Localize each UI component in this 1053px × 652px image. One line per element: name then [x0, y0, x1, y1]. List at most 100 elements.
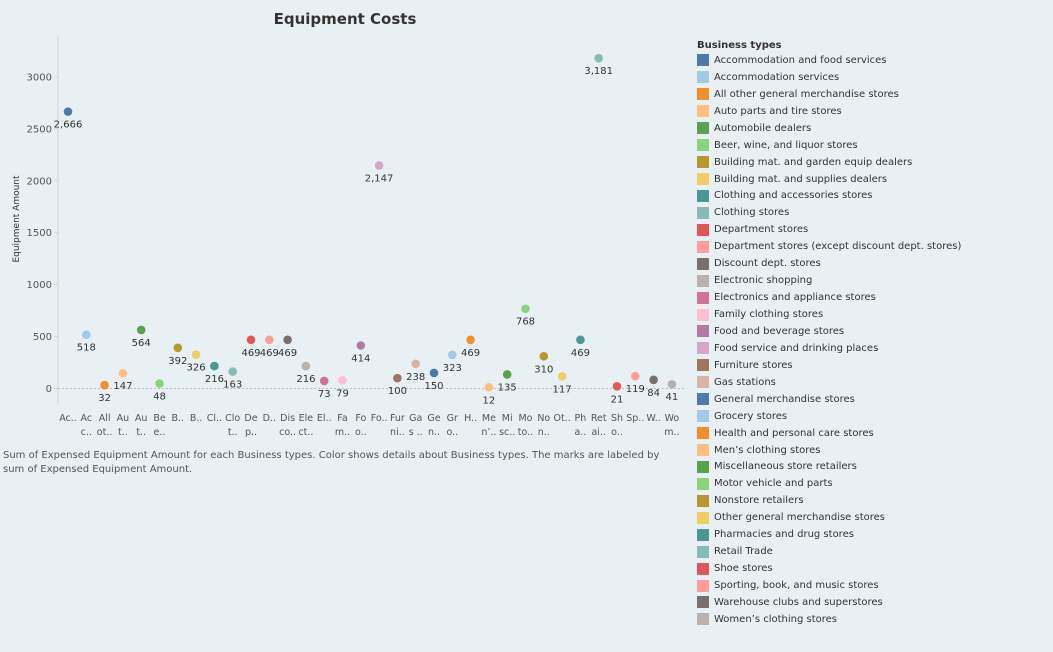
legend-item[interactable]: Building mat. and garden equip dealers — [697, 154, 1047, 171]
data-label: 79 — [336, 388, 349, 399]
data-point[interactable] — [228, 367, 237, 376]
data-point[interactable] — [265, 335, 274, 345]
chart-title: Equipment Costs — [274, 10, 417, 28]
data-point[interactable] — [155, 379, 164, 388]
data-point[interactable] — [649, 375, 658, 385]
x-tick-label: ot.. — [97, 427, 113, 438]
data-point[interactable] — [374, 161, 384, 170]
data-point[interactable] — [612, 382, 622, 391]
data-point[interactable] — [338, 375, 347, 385]
data-point[interactable] — [191, 350, 201, 359]
data-point[interactable] — [63, 107, 73, 116]
x-tick-label: n’.. — [481, 427, 496, 438]
legend-item[interactable]: Building mat. and supplies dealers — [697, 171, 1047, 188]
data-point[interactable] — [356, 341, 366, 350]
data-point[interactable] — [210, 361, 219, 371]
data-point[interactable] — [136, 325, 146, 335]
data-point[interactable] — [521, 304, 530, 314]
data-point[interactable] — [448, 350, 457, 360]
data-point[interactable] — [576, 335, 585, 345]
legend-label: Health and personal care stores — [714, 427, 874, 439]
legend-item[interactable]: Nonstore retailers — [697, 492, 1047, 509]
data-point[interactable] — [301, 361, 311, 371]
legend-item[interactable]: Automobile dealers — [697, 120, 1047, 137]
legend-swatch — [697, 54, 709, 67]
x-tick-label: n.. — [538, 427, 550, 438]
legend-item[interactable]: Miscellaneous store retailers — [697, 459, 1047, 476]
data-point[interactable] — [466, 335, 475, 345]
legend-item[interactable]: Gas stations — [697, 374, 1047, 391]
legend-title: Business types — [697, 40, 782, 51]
x-tick-label: Be — [153, 413, 166, 424]
legend-item[interactable]: Beer, wine, and liquor stores — [697, 137, 1047, 154]
legend-item[interactable]: Retail Trade — [697, 543, 1047, 560]
data-point[interactable] — [484, 382, 494, 392]
x-tick-label: co.. — [279, 427, 296, 438]
data-point[interactable] — [118, 368, 128, 378]
legend-swatch — [697, 139, 709, 152]
data-label: 100 — [388, 386, 407, 397]
legend-item[interactable]: Other general merchandise stores — [697, 509, 1047, 526]
data-point[interactable] — [100, 380, 109, 390]
data-point[interactable] — [173, 343, 183, 353]
legend-label: Shoe stores — [714, 563, 773, 575]
data-point[interactable] — [631, 371, 640, 381]
data-point[interactable] — [411, 359, 421, 369]
legend-item[interactable]: All other general merchandise stores — [697, 86, 1047, 103]
x-tick-label: Clo — [225, 413, 240, 424]
legend-item[interactable]: Women’s clothing stores — [697, 611, 1047, 628]
legend-item[interactable]: Electronic shopping — [697, 272, 1047, 289]
data-point[interactable] — [393, 373, 402, 383]
data-point[interactable] — [502, 370, 512, 379]
data-point[interactable] — [82, 330, 91, 340]
legend-item[interactable]: General merchandise stores — [697, 391, 1047, 408]
data-point[interactable] — [319, 376, 329, 386]
data-label: 310 — [534, 364, 553, 375]
data-label: 216 — [205, 374, 224, 385]
data-point[interactable] — [246, 335, 256, 345]
legend-item[interactable]: Clothing and accessories stores — [697, 188, 1047, 205]
legend-item[interactable]: Family clothing stores — [697, 306, 1047, 323]
x-tick-label: m.. — [335, 427, 350, 438]
data-points — [63, 53, 677, 392]
legend-swatch — [697, 291, 709, 304]
x-tick-label: p.. — [245, 427, 257, 438]
legend-item[interactable]: Department stores — [697, 221, 1047, 238]
legend-item[interactable]: Discount dept. stores — [697, 255, 1047, 272]
data-point[interactable] — [667, 379, 677, 389]
legend-item[interactable]: Pharmacies and drug stores — [697, 526, 1047, 543]
data-point[interactable] — [557, 372, 567, 381]
legend-label: Retail Trade — [714, 546, 773, 558]
data-point[interactable] — [429, 368, 439, 378]
legend-item[interactable]: Men’s clothing stores — [697, 442, 1047, 459]
legend-item[interactable]: Clothing stores — [697, 204, 1047, 221]
legend-item[interactable]: Motor vehicle and parts — [697, 475, 1047, 492]
legend-item[interactable]: Food service and drinking places — [697, 340, 1047, 357]
x-tick-label: sc.. — [499, 427, 515, 438]
data-label: 12 — [483, 395, 496, 406]
legend-item[interactable]: Warehouse clubs and superstores — [697, 594, 1047, 611]
legend-item[interactable]: Health and personal care stores — [697, 425, 1047, 442]
data-point[interactable] — [594, 53, 603, 63]
legend-swatch — [697, 173, 709, 186]
legend-item[interactable]: Auto parts and tire stores — [697, 103, 1047, 120]
legend-item[interactable]: Accommodation and food services — [697, 52, 1047, 69]
data-point[interactable] — [539, 352, 549, 361]
legend-item[interactable]: Department stores (except discount dept.… — [697, 238, 1047, 255]
data-label: 3,181 — [584, 66, 613, 77]
legend-item[interactable]: Accommodation services — [697, 69, 1047, 86]
legend-label: Building mat. and supplies dealers — [714, 173, 888, 185]
data-point[interactable] — [283, 335, 292, 345]
legend-item[interactable]: Food and beverage stores — [697, 323, 1047, 340]
legend-item[interactable]: Electronics and appliance stores — [697, 289, 1047, 306]
legend-label: Miscellaneous store retailers — [714, 461, 857, 473]
legend-item[interactable]: Shoe stores — [697, 560, 1047, 577]
legend-item[interactable]: Furniture stores — [697, 357, 1047, 374]
legend-item[interactable]: Sporting, book, and music stores — [697, 577, 1047, 594]
legend-swatch — [697, 105, 709, 118]
x-tick-label: El.. — [317, 413, 332, 424]
x-tick-label: B.. — [172, 413, 185, 424]
x-tick-label: ni.. — [390, 427, 405, 438]
data-label: 518 — [77, 343, 96, 354]
legend-item[interactable]: Grocery stores — [697, 408, 1047, 425]
